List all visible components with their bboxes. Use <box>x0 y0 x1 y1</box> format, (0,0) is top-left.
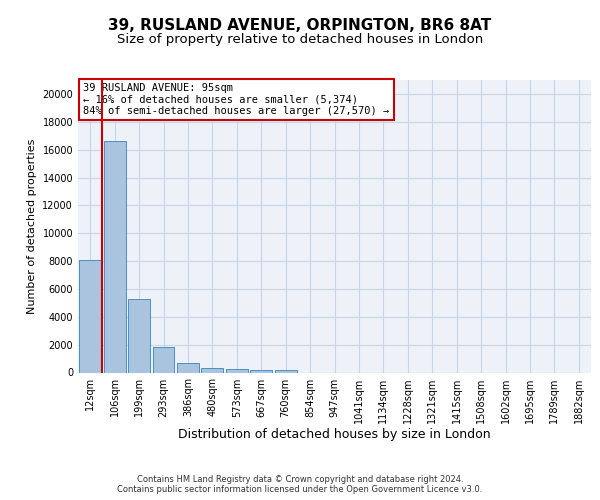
Bar <box>202 368 223 372</box>
Text: 39 RUSLAND AVENUE: 95sqm
← 16% of detached houses are smaller (5,374)
84% of sem: 39 RUSLAND AVENUE: 95sqm ← 16% of detach… <box>83 83 389 116</box>
Bar <box>250 370 272 372</box>
Text: Size of property relative to detached houses in London: Size of property relative to detached ho… <box>117 32 483 46</box>
Bar <box>152 348 175 372</box>
Text: 39, RUSLAND AVENUE, ORPINGTON, BR6 8AT: 39, RUSLAND AVENUE, ORPINGTON, BR6 8AT <box>109 18 491 32</box>
Bar <box>104 142 125 372</box>
Bar <box>177 363 199 372</box>
Text: Contains HM Land Registry data © Crown copyright and database right 2024.
Contai: Contains HM Land Registry data © Crown c… <box>118 474 482 494</box>
Bar <box>79 260 101 372</box>
Y-axis label: Number of detached properties: Number of detached properties <box>27 138 37 314</box>
Bar <box>128 298 150 372</box>
Bar <box>275 370 296 372</box>
X-axis label: Distribution of detached houses by size in London: Distribution of detached houses by size … <box>178 428 491 442</box>
Bar <box>226 368 248 372</box>
